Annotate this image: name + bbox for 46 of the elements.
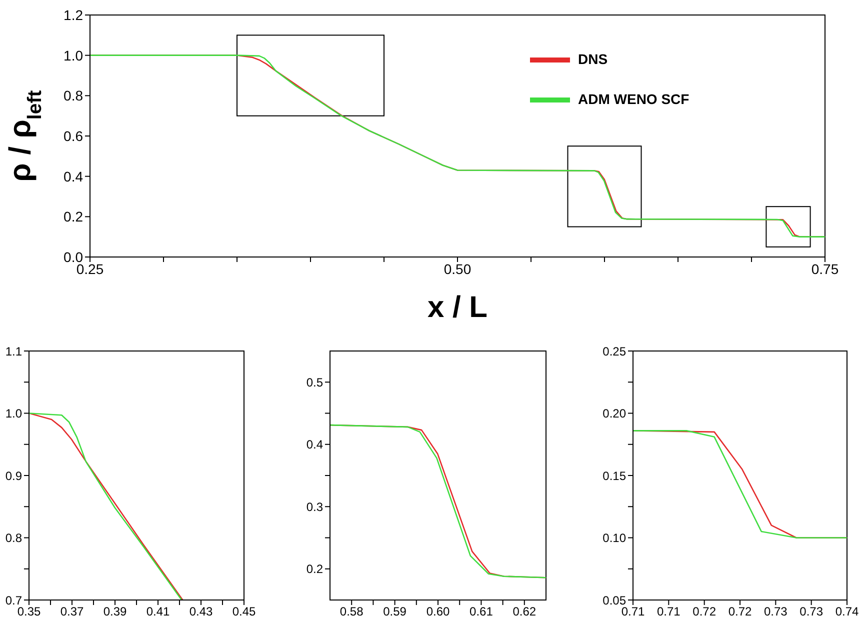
- y-tick-label: 1.2: [64, 6, 84, 23]
- y-tick-label: 0.4: [64, 168, 84, 184]
- x-tick-label: 0.73: [764, 604, 788, 619]
- y-tick-label: 0.20: [602, 406, 626, 421]
- x-tick-label: 0.45: [232, 604, 256, 619]
- x-tick-label: 0.41: [146, 604, 170, 619]
- x-tick-label: 0.72: [728, 604, 752, 619]
- x-tick-label: 0.73: [800, 604, 824, 619]
- y-tick-label: 0.3: [306, 500, 324, 514]
- y-tick-label: 0.05: [602, 593, 626, 608]
- legend-label: DNS: [578, 51, 608, 68]
- x-axis-title: x / L: [427, 291, 488, 324]
- y-tick-label: 1.0: [5, 406, 22, 421]
- line-series: [633, 430, 847, 538]
- y-tick-label: 0.5: [306, 375, 324, 390]
- x-tick-label: 0.37: [60, 604, 84, 619]
- y-tick-label: 1.1: [5, 344, 22, 358]
- y-tick-label: 0.15: [602, 468, 626, 483]
- y-tick-label: 0.10: [602, 531, 626, 546]
- y-tick-label: 0.7: [5, 593, 22, 608]
- x-tick-label: 0.43: [189, 604, 213, 619]
- x-tick-label: 0.50: [444, 260, 472, 277]
- x-tick-label: 0.71: [656, 604, 681, 619]
- y-tick-label: 0.0: [64, 248, 84, 265]
- y-tick-label: 0.9: [5, 468, 22, 483]
- x-tick-label: 0.39: [103, 604, 127, 619]
- line-series: [330, 424, 546, 578]
- x-tick-label: 0.74: [835, 604, 859, 619]
- x-tick-label: 0.75: [811, 260, 839, 277]
- legend-label: ADM WENO SCF: [578, 91, 690, 108]
- y-tick-label: 0.6: [64, 128, 84, 144]
- x-tick-label: 0.61: [470, 604, 494, 619]
- x-tick-label: 0.71: [621, 604, 645, 619]
- x-tick-label: 0.59: [383, 604, 407, 619]
- y-tick-label: 0.25: [602, 344, 626, 358]
- y-tick-label: 1.0: [64, 47, 84, 64]
- x-tick-label: 0.60: [426, 604, 450, 619]
- y-tick-label: 0.4: [306, 438, 324, 452]
- x-tick-label: 0.62: [512, 604, 536, 619]
- y-tick-label: 0.8: [64, 88, 84, 104]
- x-tick-label: 0.72: [692, 604, 716, 619]
- y-tick-label: 0.8: [5, 531, 22, 546]
- x-tick-label: 0.35: [17, 604, 41, 619]
- x-tick-label: 0.58: [340, 604, 364, 619]
- y-tick-label: 0.2: [64, 208, 84, 225]
- y-tick-label: 0.2: [306, 562, 324, 576]
